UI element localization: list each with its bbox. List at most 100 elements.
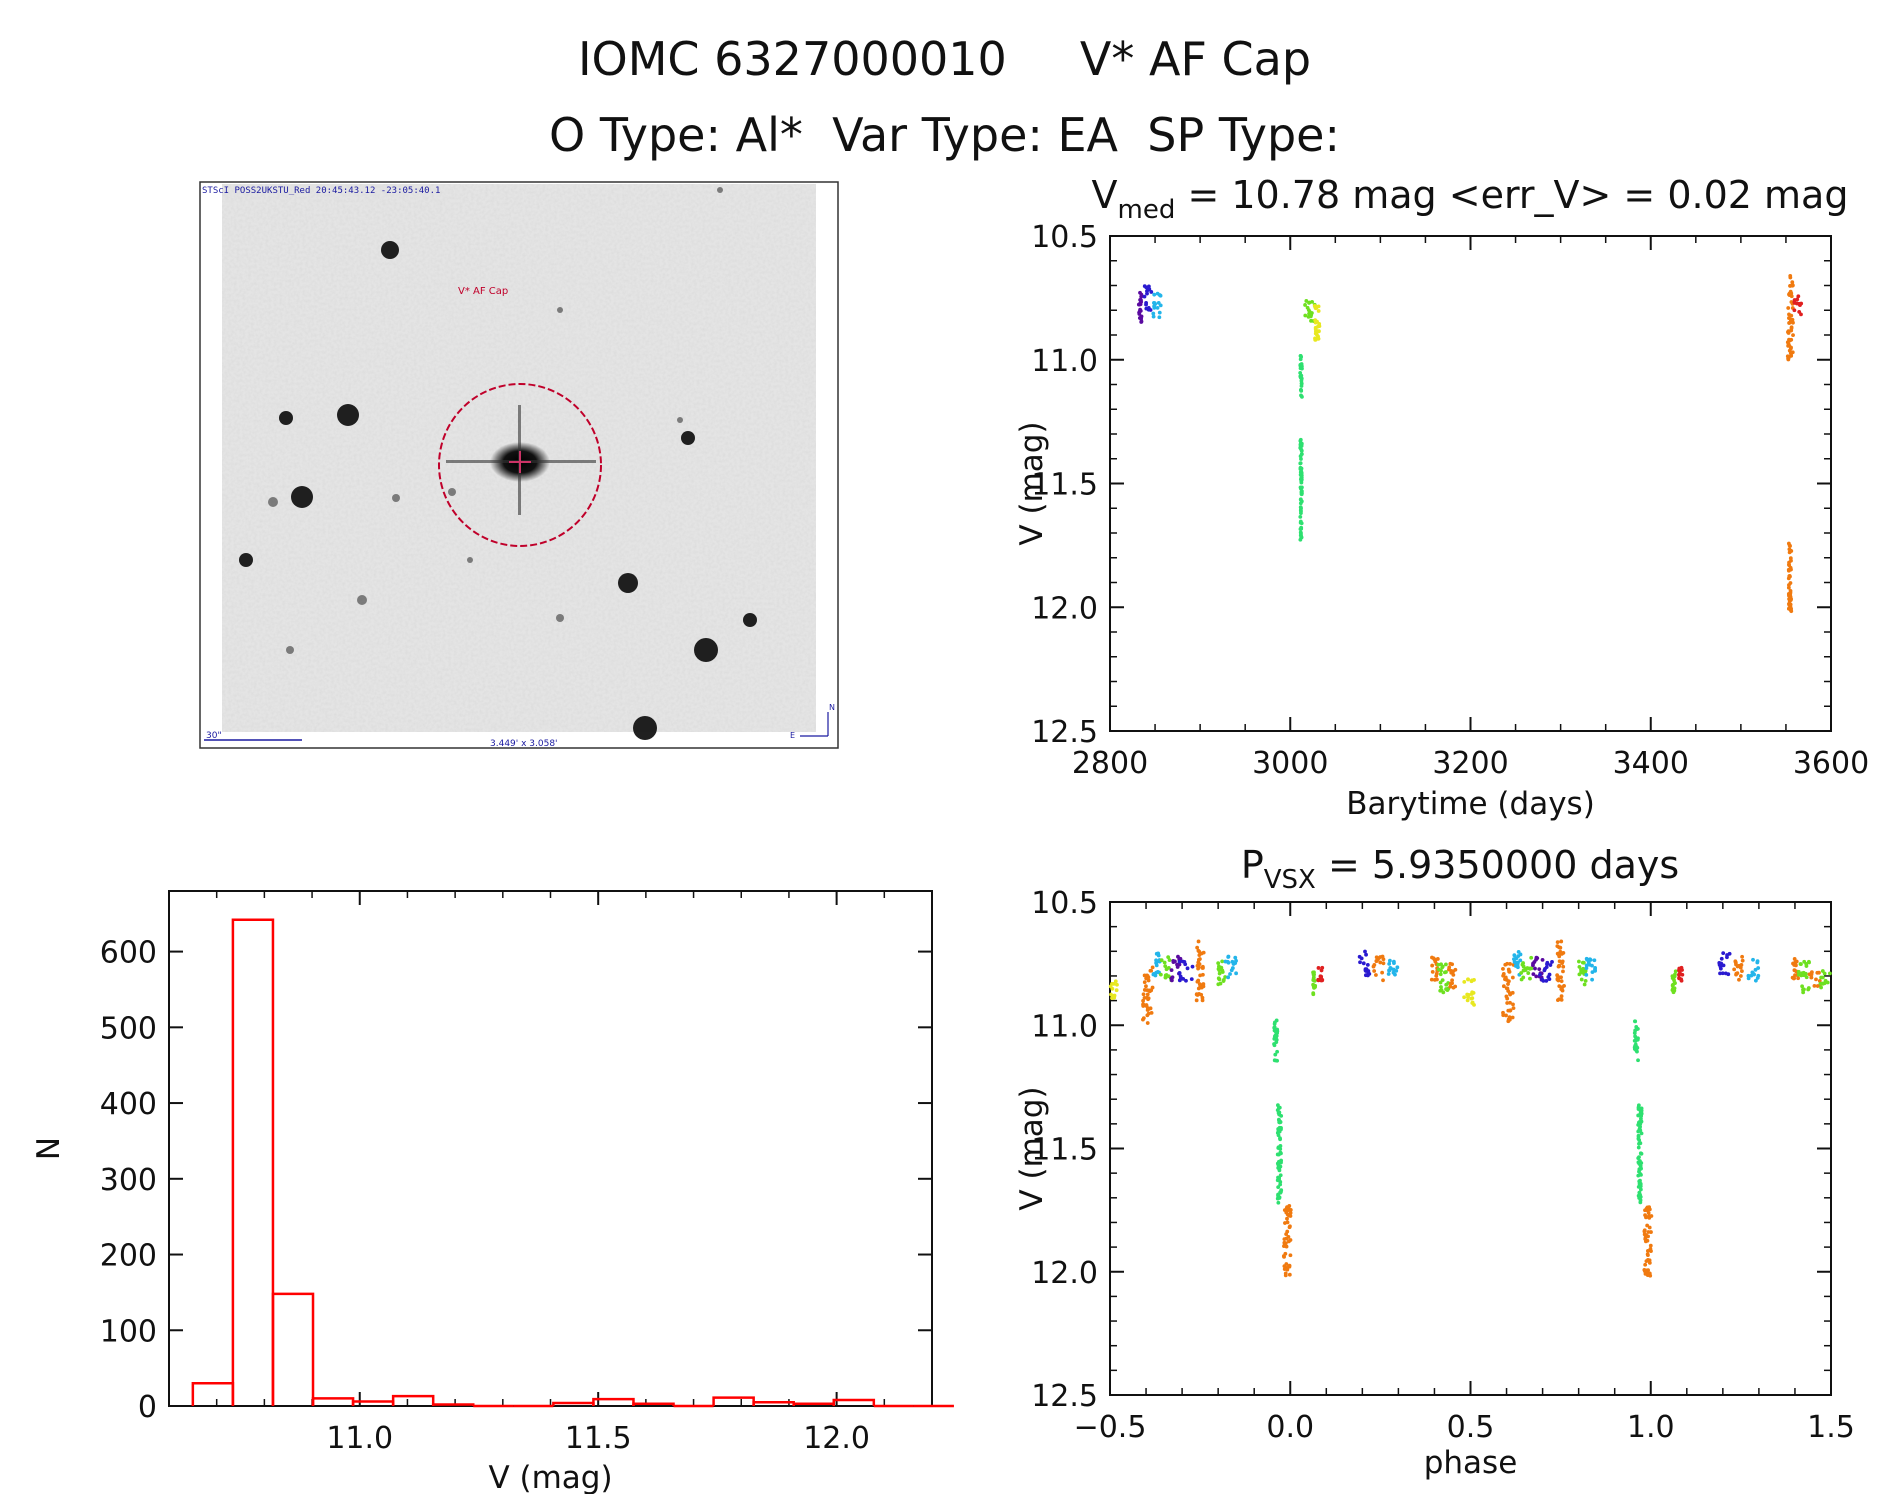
data-point — [1737, 977, 1741, 982]
data-point — [1786, 306, 1791, 310]
data-point — [1182, 960, 1187, 964]
data-point — [1164, 967, 1169, 972]
data-point — [1636, 1113, 1641, 1118]
data-point — [1380, 970, 1385, 975]
data-point — [1158, 293, 1163, 298]
data-point — [1439, 988, 1444, 992]
data-point — [1819, 985, 1823, 990]
data-point — [1152, 300, 1156, 305]
data-point — [1167, 958, 1172, 963]
data-point — [1142, 973, 1147, 978]
data-point — [1157, 310, 1162, 315]
data-point — [1672, 978, 1676, 983]
data-point — [1378, 960, 1383, 965]
data-point — [1142, 980, 1147, 985]
y-tick-label: 12.5 — [1031, 715, 1098, 750]
data-point — [1166, 955, 1171, 960]
data-point — [1285, 1220, 1290, 1225]
data-point — [1275, 1029, 1280, 1034]
data-point — [1786, 585, 1791, 590]
data-point — [1633, 1034, 1638, 1039]
data-point — [1299, 473, 1304, 478]
data-point — [1145, 291, 1149, 296]
field-star — [291, 486, 313, 508]
data-point — [1520, 962, 1525, 967]
data-point — [1200, 998, 1205, 1003]
data-point — [1287, 1264, 1292, 1269]
plot-frame — [168, 890, 933, 1407]
data-point — [1177, 971, 1182, 975]
data-point — [1637, 1128, 1642, 1133]
data-point — [1636, 1134, 1641, 1139]
histogram-bar — [712, 1396, 755, 1406]
data-point — [1274, 1033, 1279, 1038]
data-point — [1435, 957, 1440, 961]
data-point — [1314, 305, 1319, 310]
data-point — [1511, 1002, 1515, 1007]
data-point — [1672, 975, 1677, 979]
data-point — [1643, 1269, 1647, 1274]
x-tick-label: 3600 — [1793, 746, 1869, 781]
data-point — [1789, 294, 1794, 299]
data-point — [1194, 992, 1199, 997]
data-point — [1299, 506, 1303, 511]
data-point — [1786, 356, 1791, 361]
data-point — [1196, 978, 1201, 983]
field-star — [467, 557, 473, 563]
data-point — [1672, 981, 1677, 986]
data-point — [1108, 984, 1113, 989]
data-point — [1185, 966, 1190, 971]
data-point — [1142, 284, 1147, 289]
data-point — [1544, 978, 1549, 983]
histogram-bar — [191, 1382, 235, 1406]
data-point — [1790, 283, 1795, 288]
data-point — [1361, 961, 1366, 966]
data-point — [1299, 384, 1304, 388]
data-point — [1550, 960, 1554, 964]
data-point — [1429, 977, 1434, 982]
data-point — [1448, 984, 1453, 989]
data-point — [1786, 591, 1791, 596]
data-point — [1430, 963, 1435, 968]
data-point — [1786, 330, 1790, 334]
data-point — [1381, 961, 1386, 966]
data-point — [1792, 308, 1797, 313]
data-point — [1649, 1214, 1654, 1218]
data-point — [1277, 1129, 1282, 1134]
data-point — [1649, 1249, 1653, 1253]
data-point — [1274, 1018, 1279, 1023]
x-axis-label: V (mag) — [488, 1460, 612, 1494]
data-point — [1155, 970, 1160, 974]
data-point — [1646, 1253, 1650, 1258]
target-label: V* AF Cap — [458, 286, 508, 297]
data-point — [1786, 343, 1791, 348]
field-stars — [239, 187, 757, 740]
data-point — [1751, 971, 1756, 976]
data-point — [1277, 1126, 1282, 1131]
data-point — [1395, 965, 1400, 970]
data-point — [1275, 1178, 1280, 1183]
data-point — [1313, 319, 1318, 324]
data-point — [1178, 956, 1183, 961]
x-tick-label: 11.0 — [326, 1421, 393, 1456]
data-point — [1163, 975, 1168, 980]
data-point — [1284, 1206, 1289, 1211]
data-point — [1146, 996, 1151, 1001]
target-star — [446, 405, 596, 515]
data-point — [1433, 959, 1438, 964]
data-point — [1217, 971, 1222, 976]
data-point — [1144, 301, 1149, 305]
data-point — [1519, 971, 1523, 975]
data-point — [1299, 469, 1304, 474]
data-point — [1787, 606, 1791, 611]
data-point — [1144, 984, 1148, 989]
lightcurve-panel: 2800 3000 3200 3400 3600 10.5 11.0 11.5 12.0 12.5… — [1014, 173, 1869, 822]
x-tick-label: 12.0 — [803, 1421, 870, 1456]
data-point — [1228, 972, 1232, 976]
data-point — [1216, 964, 1221, 969]
data-point — [1226, 955, 1231, 959]
data-point — [1787, 583, 1791, 587]
data-point — [1298, 357, 1303, 362]
data-point — [1538, 972, 1542, 977]
